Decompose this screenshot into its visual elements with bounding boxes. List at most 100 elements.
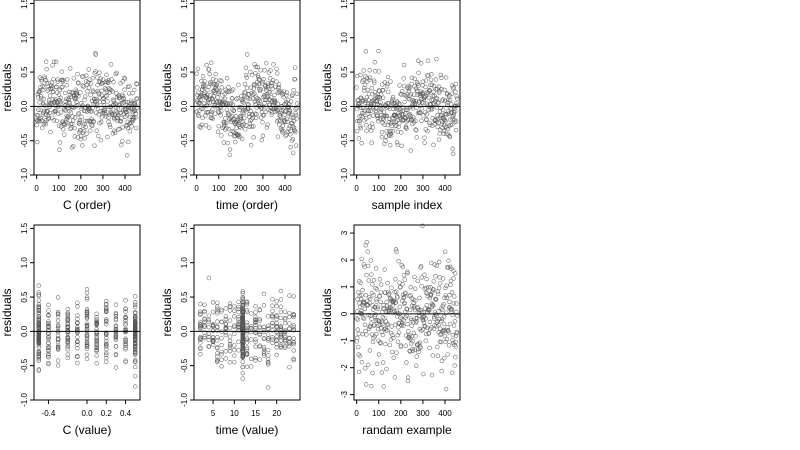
data-point bbox=[232, 314, 237, 319]
data-point bbox=[250, 92, 256, 97]
data-point bbox=[106, 115, 111, 120]
data-point bbox=[256, 74, 261, 80]
data-point bbox=[359, 256, 364, 262]
data-point bbox=[65, 334, 70, 340]
data-point bbox=[96, 133, 101, 139]
data-point bbox=[245, 101, 250, 107]
data-point bbox=[433, 312, 438, 317]
data-point bbox=[452, 363, 457, 368]
data-point bbox=[244, 351, 250, 356]
data-point bbox=[413, 127, 418, 132]
data-point bbox=[90, 75, 95, 81]
data-point bbox=[426, 284, 431, 290]
data-point bbox=[372, 59, 377, 65]
data-point bbox=[54, 84, 59, 90]
data-point bbox=[253, 317, 258, 323]
data-point bbox=[399, 89, 405, 94]
data-point bbox=[414, 128, 419, 133]
data-point bbox=[198, 125, 204, 130]
data-point bbox=[393, 105, 399, 110]
data-point bbox=[413, 334, 418, 339]
data-point bbox=[99, 115, 105, 120]
data-point bbox=[361, 77, 366, 83]
data-point bbox=[419, 284, 424, 289]
plot-frame bbox=[33, 0, 141, 176]
data-point bbox=[55, 325, 61, 331]
data-point bbox=[240, 317, 245, 323]
data-point bbox=[233, 139, 238, 145]
data-point bbox=[215, 325, 220, 330]
data-point bbox=[80, 83, 86, 88]
data-point bbox=[374, 361, 380, 367]
data-point bbox=[440, 97, 446, 102]
data-point bbox=[239, 136, 245, 142]
data-point bbox=[403, 290, 408, 295]
data-point bbox=[227, 318, 233, 323]
data-point bbox=[284, 90, 290, 95]
data-point bbox=[36, 304, 42, 309]
data-point bbox=[213, 78, 219, 83]
data-point bbox=[215, 311, 220, 316]
data-point bbox=[65, 342, 70, 348]
data-point bbox=[252, 83, 257, 88]
data-point bbox=[386, 292, 391, 297]
data-point bbox=[354, 339, 360, 344]
data-point bbox=[84, 340, 90, 345]
data-point bbox=[418, 264, 424, 269]
data-point bbox=[443, 249, 448, 254]
data-point bbox=[35, 139, 40, 145]
data-point bbox=[122, 76, 128, 82]
data-point bbox=[422, 324, 428, 329]
data-point bbox=[247, 111, 252, 117]
data-point bbox=[287, 344, 292, 349]
data-point bbox=[355, 327, 360, 332]
data-point bbox=[55, 358, 61, 363]
data-point bbox=[243, 72, 249, 78]
data-point bbox=[282, 345, 288, 350]
data-point bbox=[123, 99, 129, 105]
data-point bbox=[397, 83, 402, 88]
data-point bbox=[216, 109, 221, 114]
data-point bbox=[436, 322, 441, 328]
data-point bbox=[266, 332, 271, 337]
data-point bbox=[452, 108, 458, 114]
data-point bbox=[439, 86, 444, 92]
plot-frame bbox=[353, 224, 461, 401]
data-point bbox=[101, 102, 107, 108]
data-point bbox=[392, 375, 398, 380]
data-point bbox=[203, 123, 209, 128]
data-point bbox=[406, 86, 411, 91]
data-point bbox=[275, 107, 280, 113]
data-point bbox=[84, 323, 90, 328]
data-point bbox=[441, 131, 446, 136]
y-tick-label: 0.5 bbox=[20, 291, 29, 303]
data-point bbox=[104, 331, 109, 337]
y-tick-label: 1.0 bbox=[180, 257, 189, 269]
data-point bbox=[46, 87, 51, 92]
y-tick-label: 0.0 bbox=[20, 325, 29, 337]
data-point bbox=[385, 81, 390, 87]
data-point bbox=[291, 115, 296, 121]
data-point bbox=[111, 79, 116, 85]
data-point bbox=[380, 82, 385, 87]
data-point bbox=[243, 127, 248, 132]
data-point bbox=[132, 341, 138, 347]
data-point bbox=[410, 339, 415, 344]
data-point bbox=[218, 109, 224, 114]
data-point bbox=[78, 128, 83, 133]
data-point bbox=[376, 48, 381, 54]
y-tick-label: 1.5 bbox=[180, 0, 189, 9]
data-point bbox=[437, 259, 442, 265]
data-point bbox=[244, 75, 249, 80]
data-point bbox=[416, 341, 421, 346]
data-point bbox=[401, 323, 406, 328]
data-point bbox=[384, 366, 389, 372]
data-point bbox=[40, 112, 46, 117]
data-point bbox=[398, 315, 403, 320]
data-point bbox=[364, 128, 369, 133]
data-point bbox=[261, 346, 267, 352]
y-axis-label: residuals bbox=[160, 288, 174, 336]
data-point bbox=[276, 82, 282, 87]
data-point bbox=[47, 93, 53, 98]
data-point bbox=[390, 94, 396, 100]
